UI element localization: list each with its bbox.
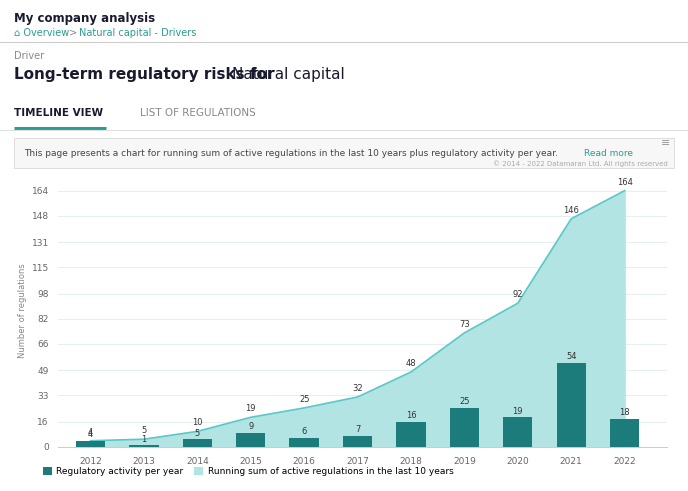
Text: My company analysis: My company analysis bbox=[14, 12, 155, 25]
Text: LIST OF REGULATIONS: LIST OF REGULATIONS bbox=[140, 108, 256, 118]
Text: Natural capital: Natural capital bbox=[232, 67, 345, 82]
Text: 7: 7 bbox=[355, 426, 361, 435]
Text: 54: 54 bbox=[566, 352, 577, 361]
Text: 10: 10 bbox=[192, 418, 202, 428]
Text: Read more: Read more bbox=[584, 148, 633, 158]
Text: 164: 164 bbox=[616, 178, 632, 187]
Legend: Regulatory activity per year, Running sum of active regulations in the last 10 y: Regulatory activity per year, Running su… bbox=[39, 464, 457, 480]
Text: © 2014 - 2022 Datamaran Ltd. All rights reserved: © 2014 - 2022 Datamaran Ltd. All rights … bbox=[493, 160, 667, 167]
Bar bbox=[557, 362, 586, 447]
Bar bbox=[76, 441, 105, 447]
Text: Natural capital - Drivers: Natural capital - Drivers bbox=[79, 28, 196, 38]
Text: Long-term regulatory risks for: Long-term regulatory risks for bbox=[14, 67, 275, 82]
Text: 73: 73 bbox=[459, 320, 470, 329]
Bar bbox=[236, 433, 266, 447]
Text: 32: 32 bbox=[352, 384, 363, 393]
Text: 4: 4 bbox=[88, 428, 93, 437]
Text: 1: 1 bbox=[141, 435, 147, 444]
Text: 146: 146 bbox=[563, 206, 579, 215]
Bar bbox=[610, 419, 639, 447]
Text: 92: 92 bbox=[513, 290, 523, 300]
Bar bbox=[396, 422, 426, 447]
Text: 5: 5 bbox=[195, 429, 200, 437]
Text: Driver: Driver bbox=[14, 51, 44, 61]
Text: 4: 4 bbox=[88, 430, 93, 439]
Y-axis label: Number of regulations: Number of regulations bbox=[19, 264, 28, 358]
Text: 25: 25 bbox=[299, 395, 310, 404]
Text: 48: 48 bbox=[406, 359, 416, 368]
Text: 18: 18 bbox=[619, 409, 630, 417]
Bar bbox=[503, 417, 533, 447]
Bar bbox=[343, 436, 372, 447]
Bar bbox=[450, 408, 479, 447]
Text: 6: 6 bbox=[301, 427, 307, 436]
Text: ⌂ Overview: ⌂ Overview bbox=[14, 28, 69, 38]
Text: >: > bbox=[66, 28, 80, 38]
Bar bbox=[182, 439, 212, 447]
Text: TIMELINE VIEW: TIMELINE VIEW bbox=[14, 108, 103, 118]
Text: 9: 9 bbox=[248, 422, 253, 432]
Bar bbox=[290, 437, 319, 447]
Text: 16: 16 bbox=[406, 411, 416, 420]
Text: 19: 19 bbox=[513, 407, 523, 416]
Text: 5: 5 bbox=[141, 426, 147, 436]
Text: This page presents a chart for running sum of active regulations in the last 10 : This page presents a chart for running s… bbox=[24, 148, 558, 158]
Text: ≡: ≡ bbox=[661, 138, 670, 148]
Text: 25: 25 bbox=[459, 397, 470, 407]
Bar bbox=[129, 445, 159, 447]
Text: 19: 19 bbox=[246, 405, 256, 413]
